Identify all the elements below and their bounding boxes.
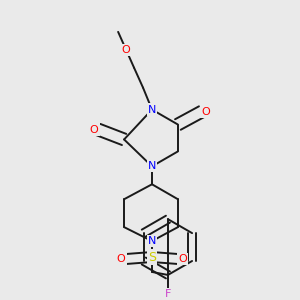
Text: N: N <box>148 161 156 171</box>
Text: O: O <box>122 45 130 55</box>
Text: S: S <box>148 250 156 263</box>
Text: O: O <box>178 254 187 264</box>
Text: O: O <box>117 254 125 264</box>
Text: F: F <box>165 289 171 299</box>
Text: N: N <box>148 236 156 246</box>
Text: N: N <box>148 105 156 115</box>
Text: O: O <box>201 106 210 117</box>
Text: O: O <box>90 124 99 134</box>
